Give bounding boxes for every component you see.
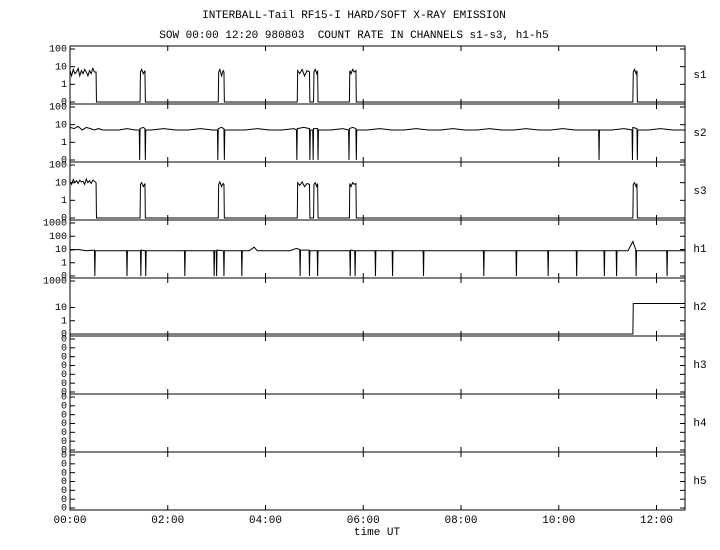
data-line <box>69 177 685 219</box>
x-tick-label: 10:00 <box>542 515 575 527</box>
y-tick-label: 0 <box>61 477 67 488</box>
y-tick-label: 0 <box>61 330 67 341</box>
x-tick-label: 12:00 <box>640 515 673 527</box>
y-tick-label: 0 <box>61 437 67 448</box>
x-tick-label: 02:00 <box>151 515 184 527</box>
panel-label: h1 <box>693 244 707 256</box>
y-tick-label: 10 <box>55 120 67 131</box>
y-tick-label: 0 <box>61 401 67 412</box>
y-tick-label: 0 <box>61 361 67 372</box>
y-tick-label: 0 <box>61 272 67 283</box>
data-line <box>70 303 685 335</box>
y-tick-label: 0 <box>61 486 67 497</box>
y-tick-label: 0 <box>61 335 67 346</box>
y-tick-label: 10 <box>55 303 67 314</box>
y-tick-label: 0 <box>61 495 67 506</box>
y-tick-label: 0 <box>61 451 67 462</box>
y-tick-label: 0 <box>61 98 67 109</box>
y-tick-label: 1 <box>61 196 67 207</box>
y-tick-label: 0 <box>61 446 67 457</box>
x-tick-label: 04:00 <box>249 515 282 527</box>
y-tick-label: 10 <box>55 245 67 256</box>
y-tick-label: 1 <box>61 80 67 91</box>
y-tick-label: 0 <box>61 352 67 363</box>
chart-subtitle: SOW 00:00 12:20 980803 COUNT RATE IN CHA… <box>159 30 548 42</box>
data-line <box>69 125 685 161</box>
y-tick-label: 1000 <box>43 219 67 230</box>
chart-title: INTERBALL-Tail RF15-I HARD/SOFT X-RAY EM… <box>202 10 506 22</box>
panel-label: s2 <box>693 128 706 140</box>
x-axis-label: time UT <box>354 527 401 539</box>
y-tick-label: 0 <box>61 459 67 470</box>
y-tick-label: 100 <box>49 103 67 114</box>
y-tick-label: 0 <box>61 504 67 515</box>
panel-label: h3 <box>693 360 706 372</box>
panel-label: s1 <box>693 70 707 82</box>
y-tick-label: 100 <box>49 232 67 243</box>
y-tick-label: 0 <box>61 393 67 404</box>
x-tick-label: 08:00 <box>444 515 477 527</box>
y-tick-label: 0 <box>61 468 67 479</box>
panel-label: h2 <box>693 302 706 314</box>
y-tick-label: 0 <box>61 156 67 167</box>
y-tick-label: 1 <box>61 258 67 269</box>
y-tick-label: 10 <box>55 178 67 189</box>
y-tick-label: 0 <box>61 343 67 354</box>
y-tick-label: 1 <box>61 138 67 149</box>
y-tick-label: 0 <box>61 419 67 430</box>
y-tick-label: 0 <box>61 370 67 381</box>
data-line <box>69 66 685 103</box>
y-tick-label: 100 <box>49 45 67 56</box>
y-tick-label: 10 <box>55 62 67 73</box>
data-line <box>69 240 685 277</box>
y-tick-label: 0 <box>61 410 67 421</box>
y-tick-label: 0 <box>61 428 67 439</box>
x-tick-label: 06:00 <box>347 515 380 527</box>
y-tick-label: 0 <box>61 388 67 399</box>
panel-label: s3 <box>693 186 706 198</box>
y-tick-label: 1000 <box>43 277 67 288</box>
panel-label: h4 <box>693 418 707 430</box>
y-tick-label: 0 <box>61 214 67 225</box>
y-tick-label: 100 <box>49 161 67 172</box>
panel-label: h5 <box>693 476 706 488</box>
y-tick-label: 1 <box>61 316 67 327</box>
y-tick-label: 0 <box>61 379 67 390</box>
x-tick-label: 00:00 <box>53 515 86 527</box>
